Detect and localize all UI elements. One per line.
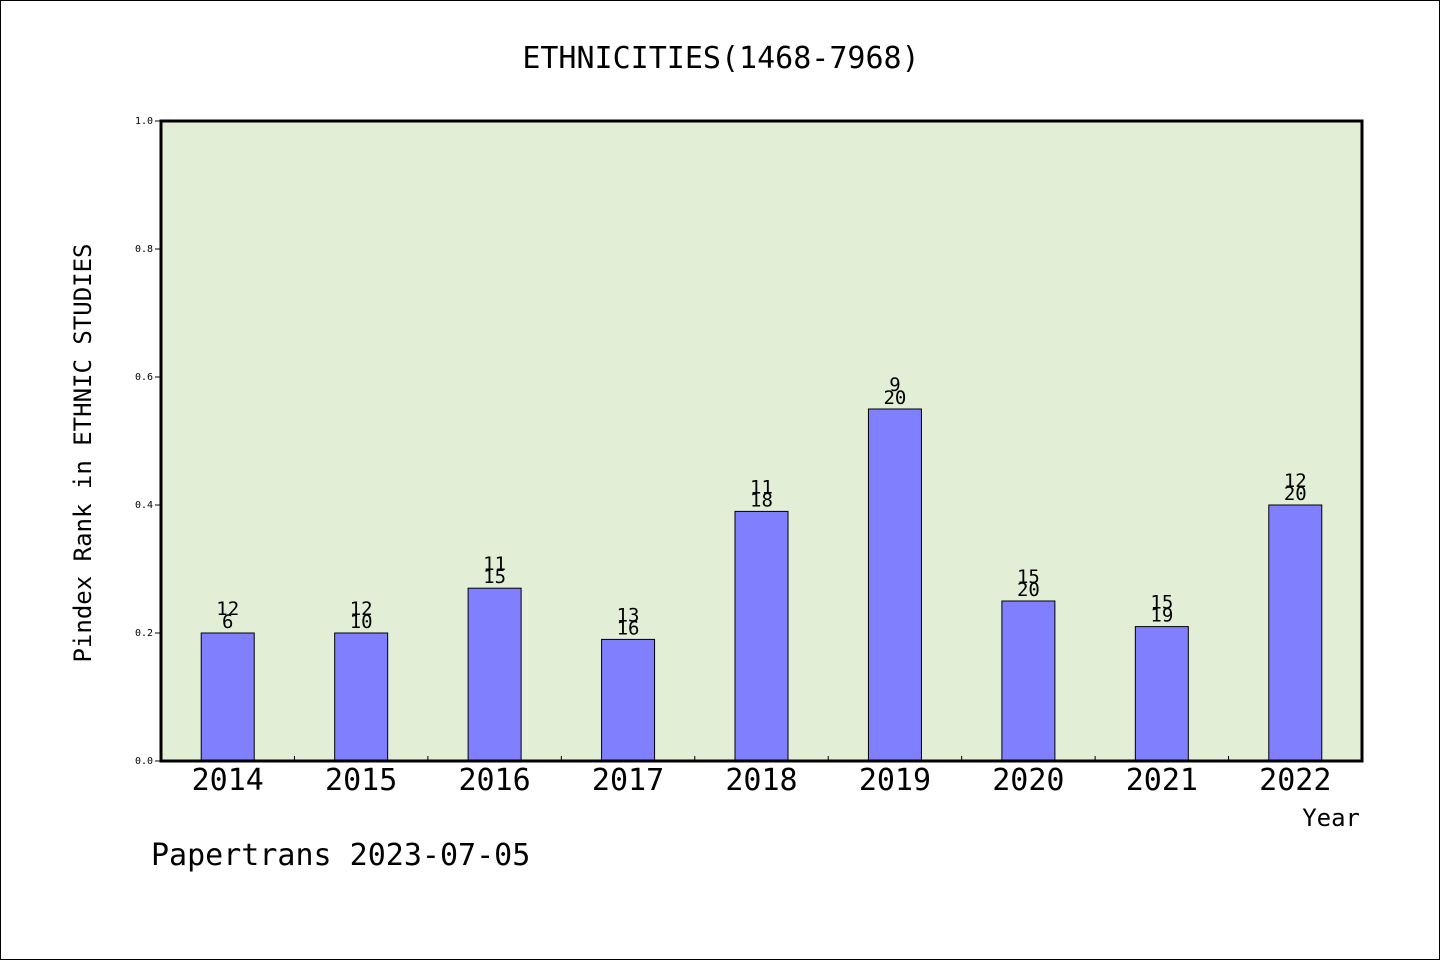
bar — [1134, 626, 1189, 762]
bar — [1268, 504, 1323, 762]
x-tick-label: 2022 — [1259, 763, 1331, 798]
bar-label-top: 11 — [483, 553, 506, 575]
chart-title: ETHNICITIES(1468-7968) — [522, 41, 919, 76]
x-tick-label: 2018 — [725, 763, 797, 798]
y-tick-label: 1.0 — [135, 116, 153, 127]
y-tick-label: 0.6 — [135, 372, 153, 383]
bar — [734, 510, 789, 762]
bar — [334, 632, 389, 762]
bar-label-top: 15 — [1150, 592, 1173, 614]
bar-label-bottom: 6 — [222, 611, 233, 633]
bar-label-bottom: 20 — [1017, 579, 1040, 601]
bar-label-bottom: 20 — [1284, 483, 1307, 505]
bar-label-top: 13 — [617, 604, 640, 626]
bar — [467, 587, 522, 762]
y-tick-label: 0.2 — [135, 628, 153, 639]
y-tick-label: 0.4 — [135, 500, 153, 511]
x-axis-label: Year — [1302, 804, 1360, 832]
y-axis: 0.0 0.2 0.4 0.6 0.8 1.0 — [135, 116, 161, 767]
bar — [867, 408, 922, 762]
bar — [601, 638, 656, 762]
bar — [1001, 600, 1056, 762]
bar-label-bottom: 16 — [617, 617, 640, 639]
x-tick-label: 2019 — [859, 763, 931, 798]
bar-label-bottom: 10 — [350, 611, 373, 633]
bar-label-top: 11 — [750, 476, 773, 498]
bar — [200, 632, 255, 762]
bar-label-top: 12 — [216, 598, 239, 620]
y-axis-label: Pindex Rank in ETHNIC STUDIES — [69, 243, 97, 662]
x-tick-label: 2017 — [592, 763, 664, 798]
x-tick-label: 2015 — [325, 763, 397, 798]
bar-series — [200, 408, 1323, 762]
plot-border — [159, 119, 1364, 763]
bar-label-bottom: 18 — [750, 489, 773, 511]
x-tick-label: 2021 — [1126, 763, 1198, 798]
footer-credit: Papertrans 2023-07-05 — [151, 838, 530, 873]
bar-label-top: 12 — [350, 598, 373, 620]
x-tick-label: 2014 — [192, 763, 264, 798]
y-tick-label: 0.8 — [135, 244, 153, 255]
bar-label-bottom: 15 — [483, 566, 506, 588]
bar-label-top: 9 — [889, 374, 900, 396]
bar-label-top: 15 — [1017, 566, 1040, 588]
x-axis: 2014 2015 2016 2017 2018 2019 2020 2021 2022 — [192, 756, 1331, 798]
bar-label-top: 12 — [1284, 470, 1307, 492]
x-tick-label: 2020 — [992, 763, 1064, 798]
bar-label-bottom: 20 — [883, 387, 906, 409]
y-tick-label: 0.0 — [135, 756, 153, 767]
x-tick-label: 2016 — [458, 763, 530, 798]
bar-label-bottom: 19 — [1150, 605, 1173, 627]
